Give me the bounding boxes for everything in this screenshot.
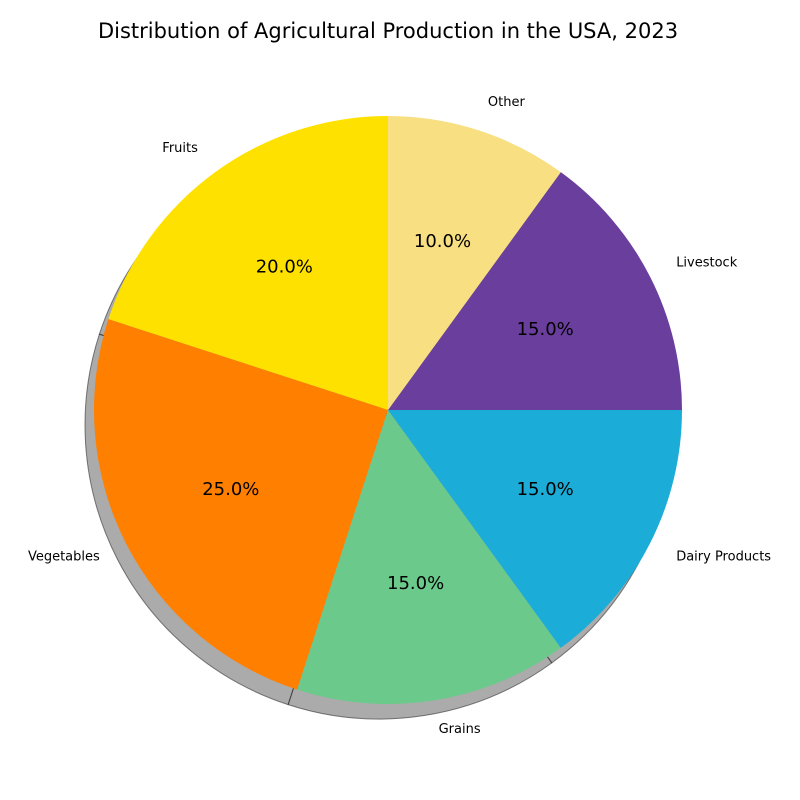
percentage-labels: 20.0% 25.0% 15.0% 15.0% 15.0% 10.0% xyxy=(202,231,574,594)
slice-fruits xyxy=(108,116,388,410)
slice-label-dairy-products: Dairy Products xyxy=(676,549,771,564)
slice-percentage-fruits: 20.0% xyxy=(256,256,313,277)
slice-labels: Fruits Vegetables Grains Dairy Products Live… xyxy=(28,95,771,737)
slice-label-grains: Grains xyxy=(439,722,481,737)
slice-label-vegetables: Vegetables xyxy=(28,549,100,564)
slice-label-fruits: Fruits xyxy=(162,141,198,156)
slice-vegetables xyxy=(94,319,389,690)
slice-percentage-other: 10.0% xyxy=(414,231,471,252)
slice-label-other: Other xyxy=(488,95,526,110)
slice-livestock xyxy=(388,172,682,410)
slice-percentage-dairy-products: 15.0% xyxy=(517,479,574,500)
slice-other xyxy=(388,116,561,410)
slice-percentage-grains: 15.0% xyxy=(387,573,444,594)
slice-percentage-vegetables: 25.0% xyxy=(202,479,259,500)
slice-dairy-products xyxy=(388,410,682,648)
chart-title: Distribution of Agricultural Production … xyxy=(98,19,678,43)
slice-grains xyxy=(297,410,561,704)
slice-label-livestock: Livestock xyxy=(676,256,738,271)
pie-slices xyxy=(94,116,682,704)
slice-percentage-livestock: 15.0% xyxy=(517,319,574,340)
